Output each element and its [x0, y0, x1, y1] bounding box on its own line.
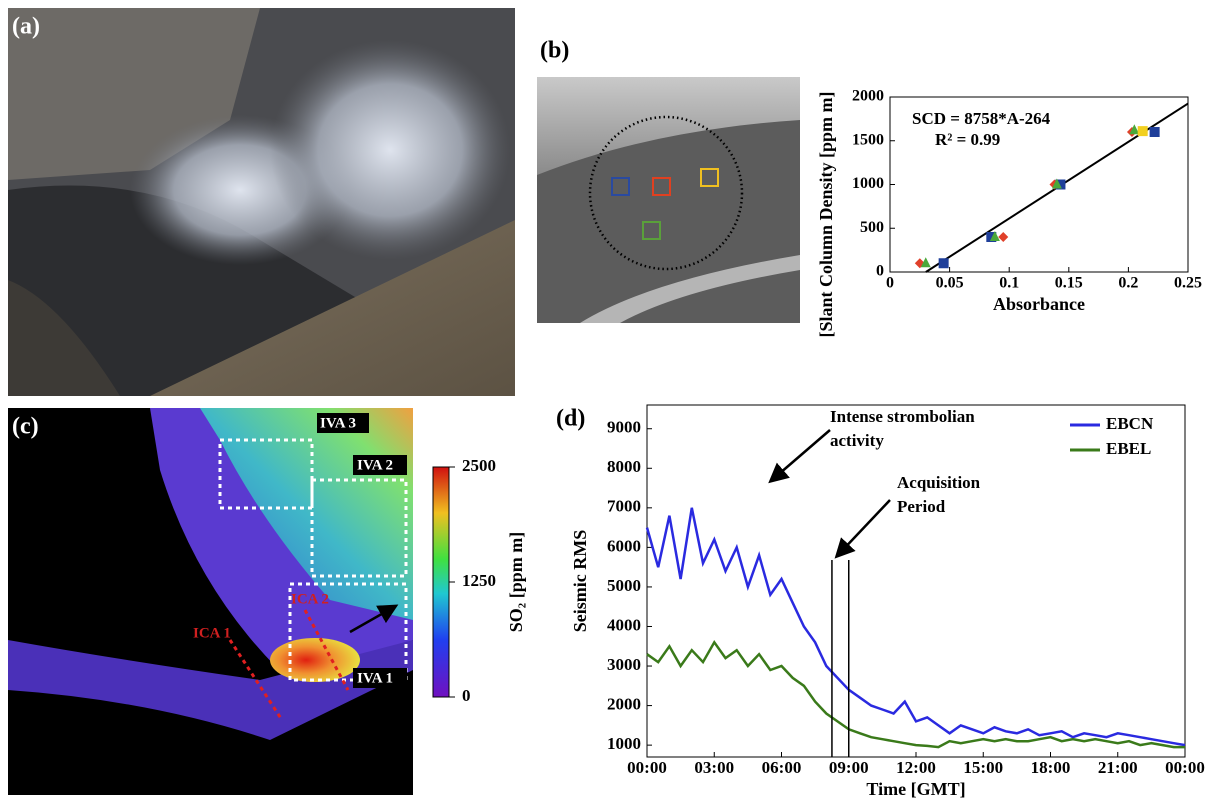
y-tick-label: 7000: [607, 497, 641, 516]
panel-label: (c): [12, 414, 39, 440]
x-tick-label: 00:00: [627, 758, 667, 777]
y-tick-label: 1000: [852, 175, 884, 192]
x-tick-label: 03:00: [694, 758, 734, 777]
ica-label: ICA 1: [193, 625, 231, 641]
y-tick-label: 9000: [607, 418, 641, 437]
photo-a: [8, 8, 515, 396]
x-tick-label: 06:00: [762, 758, 802, 777]
x-tick-label: 0.25: [1174, 275, 1202, 292]
panel-label: (d): [556, 406, 585, 432]
colorbar-title: SO₂ [ppm m]: [506, 532, 526, 632]
x-tick-label: 0.1: [999, 275, 1019, 292]
panel-label: (b): [540, 38, 569, 64]
iva-label: IVA 2: [357, 457, 393, 473]
legend-label: EBEL: [1106, 439, 1151, 458]
x-tick-label: 12:00: [896, 758, 936, 777]
y-tick-label: 5000: [607, 576, 641, 595]
y-tick-label: 8000: [607, 457, 641, 476]
y-tick-label: 1500: [852, 131, 884, 148]
x-tick-label: 09:00: [829, 758, 869, 777]
annotation-arrow: [772, 430, 830, 480]
y-tick-label: 6000: [607, 536, 641, 555]
iva-label: IVA 3: [320, 415, 356, 431]
y-axis-label: Seismic RMS: [570, 530, 590, 633]
y-tick-label: 1000: [607, 734, 641, 753]
y-axis-label: [Slant Column Density [ppm m]: [816, 91, 836, 337]
colorbar-tick-label: 2500: [462, 456, 496, 475]
y-tick-label: 0: [876, 263, 884, 280]
ica-label: ICA 2: [291, 591, 329, 607]
y-tick-label: 2000: [607, 694, 641, 713]
annotation: Intense strombolian: [830, 407, 975, 426]
y-tick-label: 500: [860, 219, 884, 236]
x-tick-label: 21:00: [1098, 758, 1138, 777]
point: [939, 258, 949, 268]
annotation-arrow: [838, 500, 890, 555]
x-tick-label: 00:00: [1165, 758, 1205, 777]
y-tick-label: 4000: [607, 615, 641, 634]
x-tick-label: 0.05: [936, 275, 964, 292]
annotation: activity: [830, 431, 884, 450]
annotation: R² = 0.99: [935, 130, 1000, 149]
x-tick-label: 0.2: [1118, 275, 1138, 292]
x-tick-label: 0.15: [1055, 275, 1083, 292]
series-line: [647, 642, 1185, 747]
figure: (a) (b) (c) ICA 1 ICA 2 IVA 1 IVA 2 IVA …: [0, 0, 1217, 799]
point: [1150, 127, 1160, 137]
annotation: Period: [897, 497, 946, 516]
x-tick-label: 0: [886, 275, 894, 292]
colorbar-tick-label: 1250: [462, 571, 496, 590]
plot-frame: [647, 405, 1185, 757]
series-line: [647, 508, 1185, 745]
point: [998, 232, 1008, 242]
y-tick-label: 2000: [852, 88, 884, 105]
legend-label: EBCN: [1106, 414, 1154, 433]
x-tick-label: 18:00: [1031, 758, 1071, 777]
x-axis-label: Absorbance: [993, 294, 1085, 314]
colorbar-tick-label: 0: [462, 686, 471, 705]
point: [1138, 126, 1148, 136]
colorbar: [433, 467, 449, 697]
annotation: SCD = 8758*A-264: [912, 109, 1051, 128]
x-axis-label: Time [GMT]: [866, 779, 965, 799]
y-tick-label: 3000: [607, 655, 641, 674]
photo-c: [8, 408, 413, 795]
panel-label: (a): [12, 14, 40, 40]
x-tick-label: 15:00: [963, 758, 1003, 777]
photo-b: [537, 77, 800, 323]
annotation: Acquisition: [897, 473, 981, 492]
iva-label: IVA 1: [357, 670, 393, 686]
